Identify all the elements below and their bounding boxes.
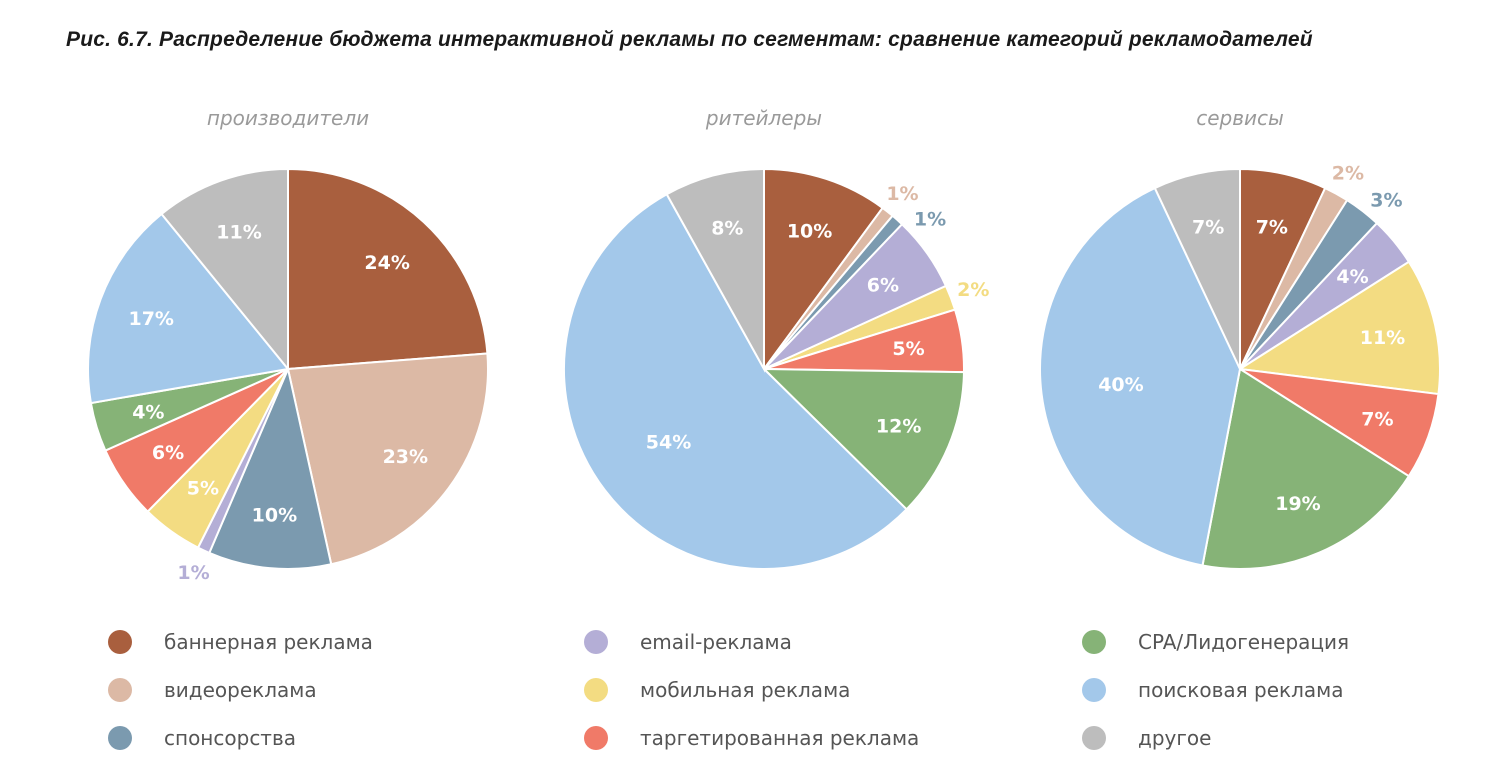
slice-label: 4% bbox=[132, 402, 164, 424]
slice-label: 4% bbox=[1336, 266, 1368, 288]
legend-item: email-реклама bbox=[584, 630, 792, 654]
legend-swatch bbox=[584, 726, 608, 750]
pie-3: сервисы 7% 2% 3% 4% 11% 7% 19% 40% 7% bbox=[1039, 106, 1441, 570]
legend-item: другое bbox=[1082, 726, 1211, 750]
slice-label: 2% bbox=[1332, 163, 1364, 185]
legend-label: таргетированная реклама bbox=[640, 726, 920, 750]
legend-item: спонсорства bbox=[108, 726, 296, 750]
slice-label: 1% bbox=[914, 209, 946, 231]
slice-label: 1% bbox=[177, 562, 209, 584]
slice-label: 5% bbox=[187, 478, 219, 500]
slice-label: 5% bbox=[892, 338, 924, 360]
pie-title: сервисы bbox=[1196, 106, 1284, 130]
pie-title: производители bbox=[207, 106, 369, 130]
legend-label: баннерная реклама bbox=[164, 630, 373, 654]
legend-swatch bbox=[584, 678, 608, 702]
slice-label: 7% bbox=[1256, 217, 1288, 239]
legend-item: видеореклама bbox=[108, 678, 317, 702]
pie-slice bbox=[763, 167, 884, 373]
figure-title: Рис. 6.7. Распределение бюджета интеракт… bbox=[66, 28, 1313, 51]
pie-slice bbox=[1039, 186, 1242, 567]
slice-label: 3% bbox=[1370, 189, 1402, 211]
pie-slice bbox=[1201, 367, 1411, 570]
legend-item: баннерная реклама bbox=[108, 630, 373, 654]
legend-swatch bbox=[584, 630, 608, 654]
legend-label: спонсорства bbox=[164, 726, 297, 750]
pie-charts: производители24%23%10%1%5%6%4%17%11%рите… bbox=[87, 106, 1441, 584]
slice-label: 7% bbox=[1361, 408, 1393, 430]
slice-label: 24% bbox=[364, 252, 409, 274]
slice-label: 10% bbox=[252, 504, 297, 526]
legend-label: другое bbox=[1138, 726, 1212, 750]
legend-item: таргетированная реклама bbox=[584, 726, 919, 750]
legend-label: email-реклама bbox=[640, 630, 792, 654]
legend-label: CPA/Лидогенерация bbox=[1138, 630, 1350, 654]
slice-label: 8% bbox=[711, 218, 743, 240]
slice-label: 23% bbox=[383, 446, 428, 468]
legend-swatch bbox=[1082, 678, 1106, 702]
slice-label: 40% bbox=[1098, 374, 1143, 396]
slice-label: 19% bbox=[1275, 493, 1320, 515]
pie-slice bbox=[208, 365, 333, 570]
legend-item: поисковая реклама bbox=[1082, 678, 1344, 702]
legend-swatch bbox=[1082, 726, 1106, 750]
slice-label: 1% bbox=[886, 183, 918, 205]
legend-swatch bbox=[108, 726, 132, 750]
slice-label: 10% bbox=[787, 220, 832, 242]
pie-slice bbox=[1153, 167, 1241, 370]
pie-slice bbox=[160, 167, 289, 372]
pie-slice bbox=[761, 367, 965, 511]
slice-label: 7% bbox=[1192, 217, 1224, 239]
legend-label: мобильная реклама bbox=[640, 678, 851, 702]
slice-label: 11% bbox=[216, 221, 261, 243]
slice-label: 11% bbox=[1360, 327, 1405, 349]
pie-title: ритейлеры bbox=[705, 106, 822, 130]
legend-label: поисковая реклама bbox=[1138, 678, 1344, 702]
pie-slice bbox=[286, 352, 489, 566]
pie-slice bbox=[665, 167, 765, 373]
legend-item: мобильная реклама bbox=[584, 678, 850, 702]
slice-label: 6% bbox=[867, 274, 899, 296]
pie-slice bbox=[287, 167, 489, 371]
pie-slice bbox=[1237, 260, 1441, 396]
slice-label: 12% bbox=[876, 415, 921, 437]
slice-label: 54% bbox=[646, 432, 691, 454]
pie-slice bbox=[87, 212, 290, 405]
pie-2: ритейлеры 10% 1% 1% 6% 2% 5% 12% 54% 8% bbox=[563, 106, 989, 570]
slice-label: 17% bbox=[128, 308, 173, 330]
legend-label: видеореклама bbox=[164, 678, 317, 702]
slice-label: 6% bbox=[152, 442, 184, 464]
legend-swatch bbox=[108, 678, 132, 702]
legend-item: CPA/Лидогенерация bbox=[1082, 630, 1349, 654]
pie-slice bbox=[563, 192, 908, 570]
legend-swatch bbox=[1082, 630, 1106, 654]
pie-1: производители 24% 23% 10% 1% 5%6% 4% 17% 11% bbox=[87, 106, 489, 584]
slice-label: 2% bbox=[957, 279, 989, 301]
legend-swatch bbox=[108, 630, 132, 654]
